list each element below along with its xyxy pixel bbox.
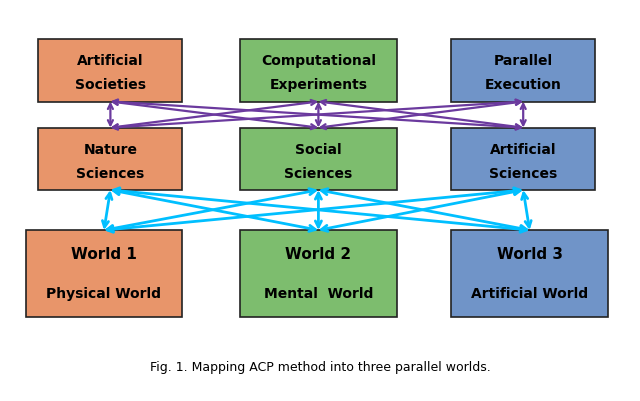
Text: Sciences: Sciences bbox=[76, 166, 145, 180]
FancyBboxPatch shape bbox=[26, 231, 182, 317]
Text: Sciences: Sciences bbox=[284, 166, 353, 180]
Text: Nature: Nature bbox=[83, 142, 138, 156]
Text: Artificial World: Artificial World bbox=[471, 287, 588, 300]
FancyBboxPatch shape bbox=[38, 128, 182, 190]
Text: Experiments: Experiments bbox=[269, 78, 367, 92]
Text: Societies: Societies bbox=[75, 78, 146, 92]
FancyBboxPatch shape bbox=[240, 231, 397, 317]
Text: World 3: World 3 bbox=[497, 246, 563, 261]
FancyBboxPatch shape bbox=[38, 40, 182, 102]
Text: Artificial: Artificial bbox=[77, 54, 143, 68]
FancyBboxPatch shape bbox=[451, 40, 595, 102]
Text: Artificial: Artificial bbox=[490, 142, 556, 156]
Text: Fig. 1. Mapping ACP method into three parallel worlds.: Fig. 1. Mapping ACP method into three pa… bbox=[150, 360, 490, 373]
Text: World 1: World 1 bbox=[71, 246, 137, 261]
Text: Physical World: Physical World bbox=[47, 287, 161, 300]
Text: Social: Social bbox=[295, 142, 342, 156]
FancyBboxPatch shape bbox=[451, 128, 595, 190]
Text: Mental  World: Mental World bbox=[264, 287, 373, 300]
Text: Sciences: Sciences bbox=[489, 166, 557, 180]
Text: Computational: Computational bbox=[261, 54, 376, 68]
FancyBboxPatch shape bbox=[240, 128, 397, 190]
FancyBboxPatch shape bbox=[240, 40, 397, 102]
Text: Parallel: Parallel bbox=[493, 54, 553, 68]
FancyBboxPatch shape bbox=[451, 231, 608, 317]
Text: World 2: World 2 bbox=[285, 246, 351, 261]
Text: Execution: Execution bbox=[484, 78, 562, 92]
